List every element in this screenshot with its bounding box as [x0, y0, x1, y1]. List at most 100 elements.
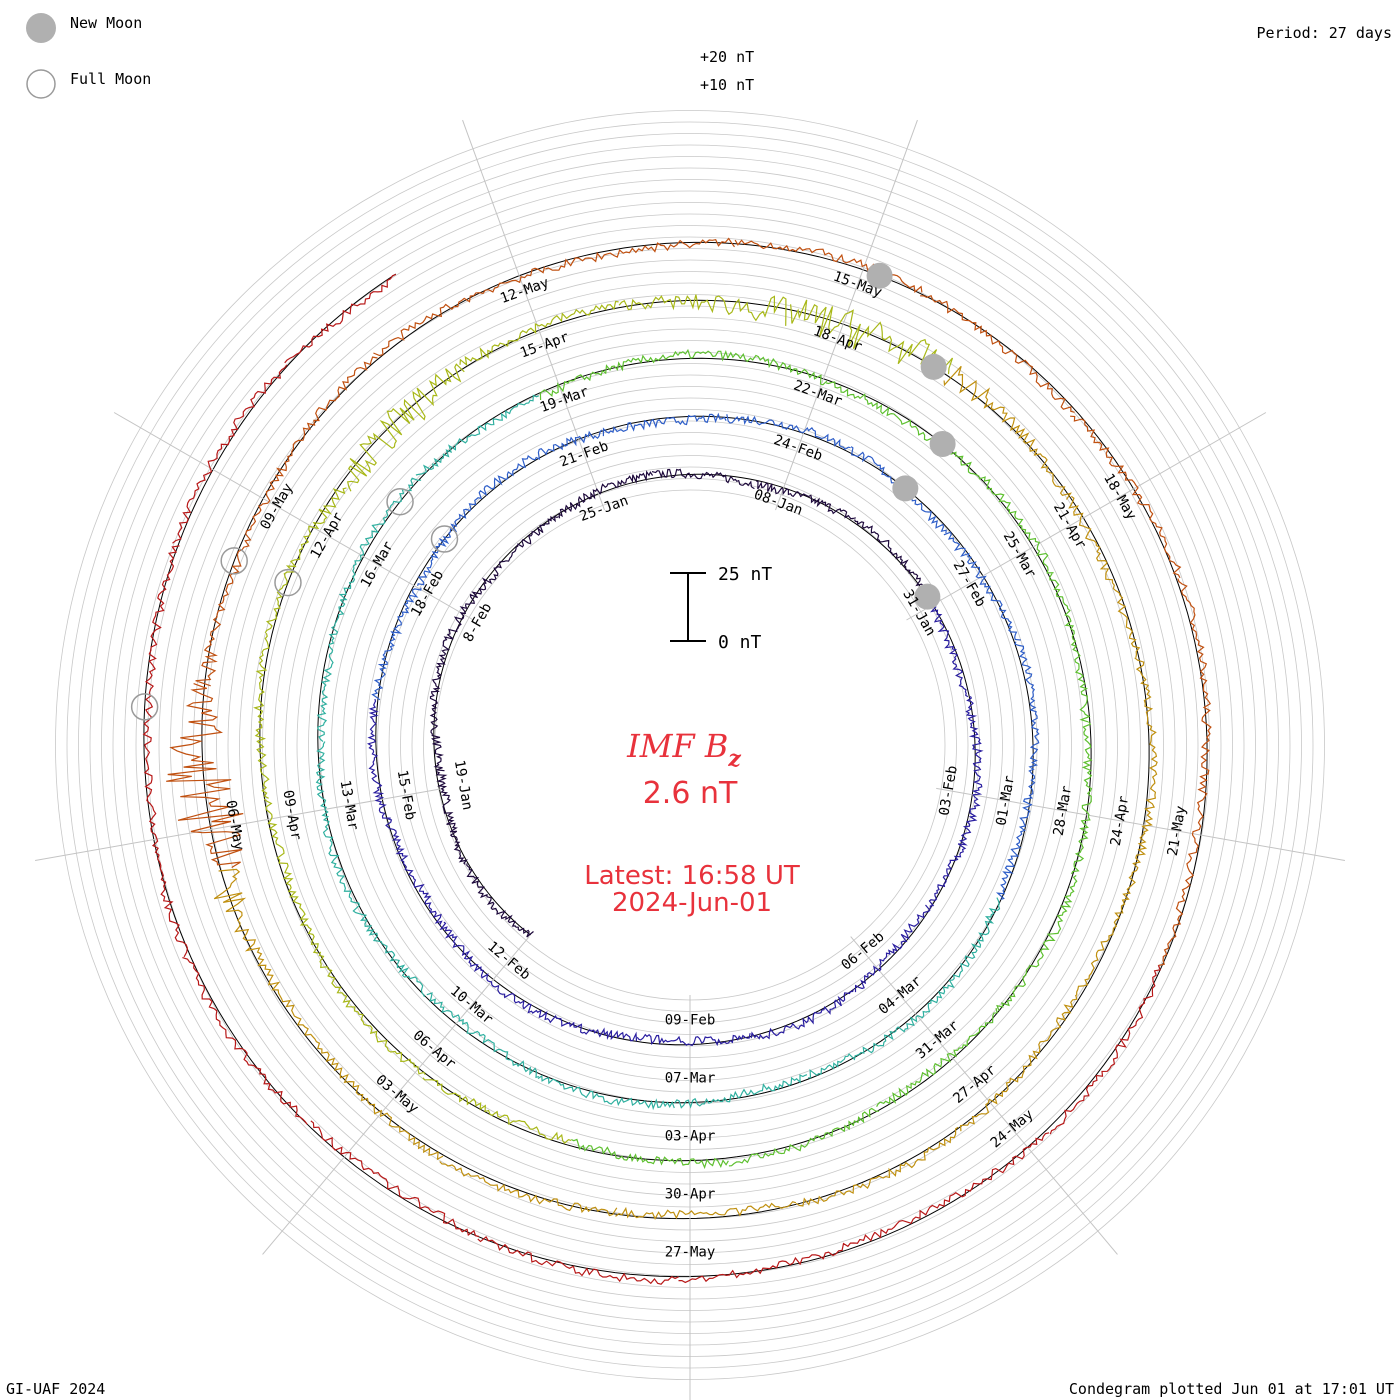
- date-label: 09-Feb: [665, 1013, 716, 1029]
- bz-trace-segment: [182, 957, 308, 1125]
- bz-trace-segment: [920, 295, 1075, 413]
- bz-trace-segment: [259, 356, 378, 507]
- bz-trace-segment: [304, 1033, 444, 1161]
- day-spoke: [113, 412, 474, 621]
- bz-trace-segment: [545, 237, 735, 271]
- bz-trace-segment: [965, 696, 984, 807]
- bz-trace-segment: [728, 1107, 879, 1167]
- bz-trace-segment: [143, 751, 189, 958]
- date-label: 09-May: [257, 481, 296, 533]
- date-label: 03-Apr: [665, 1129, 716, 1145]
- bz-trace-segment: [680, 348, 828, 386]
- bz-trace-segment: [346, 363, 465, 492]
- bz-trace-segment: [1070, 415, 1182, 579]
- date-label: 06-Apr: [410, 1027, 459, 1072]
- full-moon-legend-icon: [26, 69, 56, 99]
- full-moon-legend-label: Full Moon: [70, 70, 151, 88]
- date-label: 07-Mar: [665, 1071, 716, 1087]
- bz-trace-segment: [366, 698, 391, 819]
- day-spoke: [936, 787, 1345, 861]
- date-label: 25-Mar: [1000, 529, 1039, 581]
- day-spoke: [906, 412, 1267, 621]
- bz-trace-segment: [310, 1120, 480, 1238]
- full-moon-marker: [430, 525, 459, 553]
- scale-bar: 25 nT 0 nT: [670, 564, 772, 653]
- bz-trace-segment: [926, 596, 969, 698]
- ring-scale-label-20: +20 nT: [700, 48, 754, 66]
- bz-trace-segment: [928, 806, 978, 909]
- date-label: 19-Mar: [538, 384, 591, 416]
- bz-trace-segment: [172, 364, 288, 544]
- bz-trace-segment: [439, 921, 525, 1009]
- bz-trace-segment: [956, 455, 1054, 574]
- bz-trace-segment: [808, 1010, 927, 1079]
- bz-trace-segment: [943, 531, 1021, 641]
- bz-trace-segment: [195, 505, 262, 687]
- bz-trace-segment: [264, 487, 347, 634]
- bz-trace-segment: [338, 477, 422, 601]
- full-moon-marker: [220, 547, 248, 575]
- latest-time: Latest: 16:58 UT: [584, 861, 800, 891]
- date-label: 22-Mar: [791, 378, 844, 410]
- credit-label: GI-UAF 2024: [6, 1380, 105, 1398]
- date-label: 30-Apr: [665, 1187, 716, 1203]
- current-value: 2.6 nT: [643, 776, 738, 811]
- bz-trace-segment: [539, 350, 681, 401]
- bz-trace-segment: [674, 1074, 808, 1109]
- bz-trace-segment: [959, 994, 1078, 1132]
- date-label: 06-May: [222, 799, 247, 852]
- bz-trace-segment: [466, 863, 534, 938]
- plotted-label: Condegram plotted Jun 01 at 17:01 UT: [1069, 1380, 1394, 1398]
- bz-trace-segment: [1076, 832, 1148, 996]
- bz-trace-segment: [558, 470, 654, 519]
- bz-trace-segment: [876, 1008, 998, 1107]
- new-moon-marker: [892, 475, 919, 502]
- new-moon-legend-label: New Moon: [70, 14, 142, 32]
- bz-trace-segment: [439, 1161, 618, 1217]
- bz-trace-segment: [618, 294, 787, 326]
- bz-trace-segment: [795, 1126, 959, 1207]
- bz-trace-segment: [678, 1231, 876, 1284]
- day-spoke: [850, 936, 1118, 1255]
- date-label: 24-May: [988, 1106, 1037, 1151]
- date-label: 03-Feb: [936, 764, 961, 817]
- date-label: 28-Mar: [1051, 784, 1076, 837]
- bz-trace-segment: [166, 683, 244, 869]
- day-spoke: [775, 119, 918, 511]
- bz-trace-segment: [734, 239, 923, 293]
- bz-trace-segment: [523, 1003, 638, 1042]
- bz-trace-segment: [996, 875, 1078, 1011]
- parameter-subscript: z: [727, 746, 741, 772]
- bz-trace-segment: [492, 429, 603, 490]
- date-label: 27-Apr: [950, 1062, 999, 1107]
- full-moon-marker: [130, 693, 159, 721]
- bz-trace-segment: [318, 951, 426, 1076]
- bz-trace-segment: [477, 1235, 679, 1285]
- date-label: 03-May: [372, 1072, 421, 1117]
- new-moon-marker: [914, 583, 941, 610]
- date-label: 27-May: [665, 1245, 716, 1261]
- bz-trace-segment: [1070, 721, 1093, 875]
- new-moon-marker: [920, 353, 947, 380]
- scale-top-label: 25 nT: [718, 564, 772, 585]
- moon-markers: [130, 262, 956, 721]
- bz-trace-segment: [874, 1132, 1050, 1239]
- bz-trace-segment: [1134, 657, 1158, 833]
- bz-trace-segment: [253, 632, 270, 799]
- bz-trace-segment: [417, 485, 493, 586]
- parameter-name: IMF B: [626, 727, 728, 765]
- date-label: 10-Mar: [447, 983, 496, 1028]
- bz-trace-segment: [213, 868, 309, 1036]
- date-label: 15-Feb: [394, 769, 419, 822]
- bz-trace-segment: [926, 897, 1001, 1013]
- bz-trace-segment: [571, 1138, 729, 1170]
- bz-trace-segment: [284, 273, 397, 364]
- day-spoke: [462, 119, 605, 511]
- bz-trace-segment: [415, 394, 540, 476]
- full-moon-marker: [386, 487, 414, 516]
- bz-trace-segment: [435, 583, 487, 673]
- bz-trace-segment: [854, 904, 931, 993]
- ring-scale-label-10: +10 nT: [700, 76, 754, 94]
- bz-trace-segment: [263, 798, 319, 954]
